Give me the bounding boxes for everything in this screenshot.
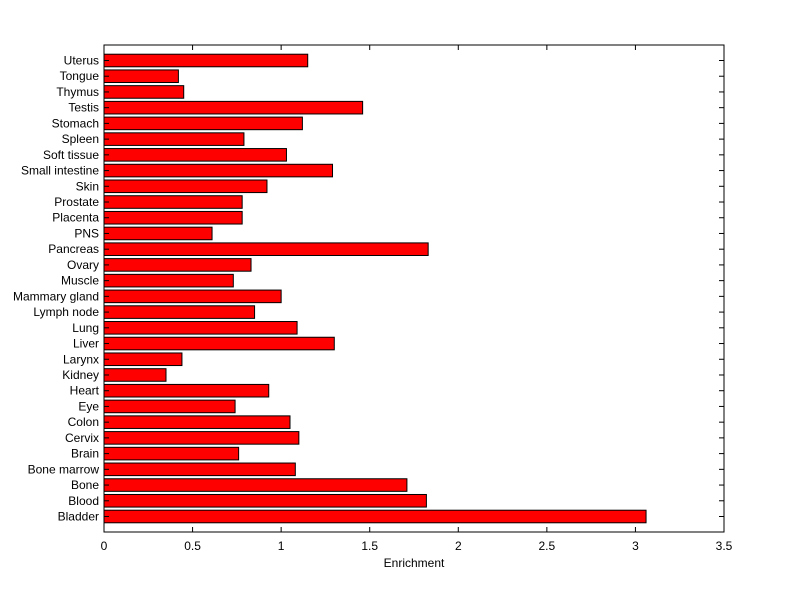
category-label-muscle: Muscle <box>61 274 99 288</box>
category-label-prostate: Prostate <box>54 195 99 209</box>
x-tick-label: 2 <box>455 539 462 553</box>
bar-pns <box>103 226 213 241</box>
bar-skin <box>103 179 268 194</box>
category-label-cervix: Cervix <box>65 431 99 445</box>
category-label-lymph-node: Lymph node <box>33 305 99 319</box>
category-label-testis: Testis <box>68 101 99 115</box>
category-label-pns: PNS <box>74 226 99 240</box>
bar-heart <box>103 383 270 398</box>
x-axis-label: Enrichment <box>384 556 445 570</box>
x-tick-label: 3 <box>632 539 639 553</box>
category-label-colon: Colon <box>68 415 99 429</box>
bar-testis <box>103 100 364 115</box>
bar-uterus <box>103 53 309 68</box>
category-label-soft-tissue: Soft tissue <box>43 148 99 162</box>
bar-blood <box>103 493 427 508</box>
category-label-skin: Skin <box>76 179 99 193</box>
category-label-bladder: Bladder <box>58 510 99 524</box>
bar-larynx <box>103 352 183 367</box>
bar-cervix <box>103 431 300 445</box>
bar-bladder <box>103 509 647 524</box>
category-label-mammary-gland: Mammary gland <box>13 289 99 303</box>
bar-colon <box>103 415 291 429</box>
x-tick-label: 0.5 <box>184 539 201 553</box>
bar-stomach <box>103 116 303 131</box>
category-label-bone: Bone <box>71 478 99 492</box>
bar-prostate <box>103 195 243 209</box>
category-label-stomach: Stomach <box>52 116 99 130</box>
bar-ovary <box>103 258 252 272</box>
category-label-eye: Eye <box>78 399 99 413</box>
x-tick-label: 3.5 <box>716 539 733 553</box>
bar-liver <box>103 336 335 351</box>
category-label-tongue: Tongue <box>60 69 100 83</box>
bar-pancreas <box>103 242 429 256</box>
x-tick-label: 2.5 <box>539 539 556 553</box>
plot-frame <box>103 44 725 533</box>
bar-muscle <box>103 273 234 288</box>
bar-bone-marrow <box>103 462 296 477</box>
category-label-ovary: Ovary <box>67 258 99 272</box>
bar-mammary-gland <box>103 289 282 304</box>
bar-eye <box>103 399 236 414</box>
category-label-pancreas: Pancreas <box>48 242 99 256</box>
bar-brain <box>103 446 240 461</box>
category-label-thymus: Thymus <box>56 85 99 99</box>
category-label-spleen: Spleen <box>62 132 99 146</box>
category-label-liver: Liver <box>73 337 99 351</box>
bar-lung <box>103 321 298 335</box>
category-label-small-intestine: Small intestine <box>21 164 99 178</box>
bar-soft-tissue <box>103 148 287 162</box>
category-label-blood: Blood <box>68 494 99 508</box>
bars-layer <box>103 53 647 524</box>
category-label-larynx: Larynx <box>63 352 99 366</box>
x-tick-label: 1 <box>278 539 285 553</box>
category-label-bone-marrow: Bone marrow <box>28 462 100 476</box>
category-label-lung: Lung <box>72 321 99 335</box>
bar-placenta <box>103 210 243 225</box>
category-label-heart: Heart <box>70 384 100 398</box>
bar-lymph-node <box>103 305 256 319</box>
category-label-brain: Brain <box>71 447 99 461</box>
bar-tongue <box>103 69 179 84</box>
bar-spleen <box>103 132 245 146</box>
x-tick-label: 0 <box>101 539 108 553</box>
bar-thymus <box>103 85 185 99</box>
category-label-placenta: Placenta <box>52 211 99 225</box>
category-label-uterus: Uterus <box>64 54 99 68</box>
x-tick-label: 1.5 <box>361 539 378 553</box>
bar-bone <box>103 478 408 492</box>
bar-kidney <box>103 368 167 382</box>
bar-small-intestine <box>103 163 334 178</box>
category-label-kidney: Kidney <box>62 368 99 382</box>
